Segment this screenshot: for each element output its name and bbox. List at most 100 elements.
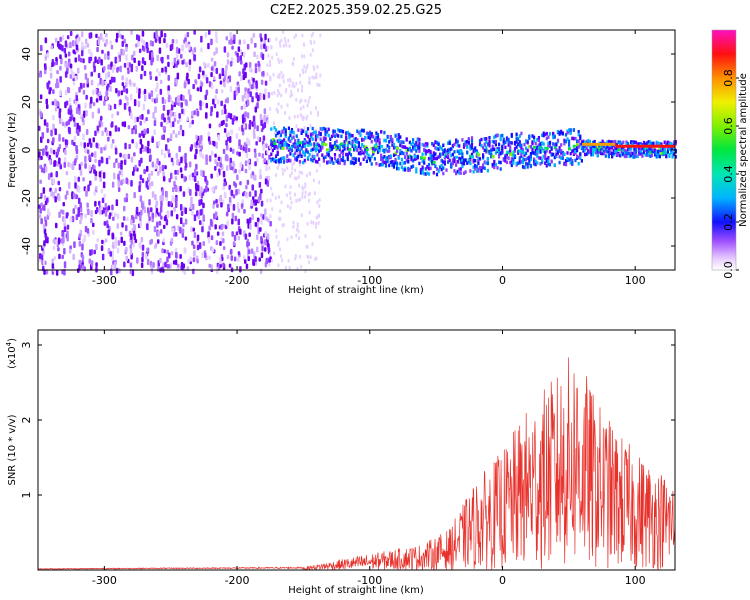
band-cell [429, 157, 432, 161]
noise-cell [232, 194, 236, 199]
noise-cell [244, 191, 247, 196]
noise-cell [160, 30, 163, 38]
band-cell [421, 170, 424, 175]
noise-cell [314, 257, 317, 262]
band-cell [386, 135, 389, 139]
band-cell [585, 146, 588, 151]
noise-cell [85, 129, 89, 135]
band-cell [367, 135, 370, 140]
band-cell [585, 152, 588, 156]
noise-cell [176, 267, 179, 272]
noise-cell [208, 123, 212, 129]
noise-cell [248, 123, 251, 130]
noise-cell [159, 229, 163, 234]
noise-cell [213, 61, 217, 67]
band-cell [432, 171, 435, 175]
band-cell [413, 144, 416, 149]
band-cell [584, 152, 587, 157]
band-cell [327, 151, 330, 155]
band-cell [319, 137, 322, 142]
noise-cell [232, 241, 236, 246]
band-cell [431, 159, 434, 164]
noise-cell [286, 103, 289, 108]
band-cell [548, 150, 552, 154]
noise-cell [311, 75, 314, 80]
noise-cell [94, 56, 97, 63]
noise-cell [82, 238, 85, 244]
band-cell [423, 161, 426, 165]
noise-cell [263, 114, 266, 122]
noise-cell [156, 93, 159, 99]
noise-cell [295, 81, 298, 86]
band-cell [459, 157, 462, 161]
noise-cell [146, 128, 149, 134]
band-cell [270, 142, 273, 147]
noise-cell [90, 51, 93, 57]
band-cell [321, 140, 324, 145]
noise-cell [209, 111, 213, 117]
band-cell [553, 163, 556, 168]
noise-cell [216, 203, 219, 208]
band-cell [542, 154, 545, 159]
band-cell [421, 159, 424, 164]
band-cell [426, 171, 429, 176]
band-cell [310, 132, 313, 137]
band-cell [287, 126, 290, 130]
noise-cell [49, 147, 53, 154]
band-cell [528, 136, 531, 140]
band-core-cell [324, 143, 328, 147]
band-cell [413, 157, 416, 161]
noise-cell [51, 263, 55, 269]
noise-cell [80, 161, 83, 166]
noise-cell [174, 176, 178, 181]
noise-cell [247, 88, 250, 94]
band-cell [369, 157, 372, 161]
noise-cell [50, 45, 53, 50]
noise-cell [213, 51, 216, 56]
band-cell [566, 131, 569, 135]
band-core-cell [335, 146, 339, 150]
band-cell [310, 148, 313, 153]
band-cell [552, 152, 555, 157]
noise-cell [39, 207, 42, 214]
noise-cell [77, 54, 81, 62]
band-core-cell [405, 148, 409, 152]
noise-cell [195, 140, 199, 146]
noise-cell [273, 251, 276, 256]
band-cell [580, 159, 583, 163]
noise-cell [99, 32, 103, 40]
noise-cell [244, 87, 247, 92]
noise-cell [95, 262, 98, 267]
band-cell [470, 146, 474, 150]
band-cell [502, 139, 505, 144]
noise-cell [268, 154, 271, 160]
band-cell [384, 139, 388, 143]
noise-cell [267, 92, 271, 99]
noise-cell [222, 238, 225, 244]
noise-cell [58, 187, 62, 192]
band-cell [657, 142, 660, 146]
band-cell [674, 155, 677, 159]
noise-cell [266, 233, 270, 240]
band-cell [569, 151, 572, 156]
band-cell [619, 153, 622, 158]
band-cell [335, 139, 338, 144]
noise-cell [156, 54, 159, 62]
band-cell [283, 138, 286, 142]
band-cell [421, 165, 424, 169]
band-core-cell [539, 146, 543, 150]
noise-cell [163, 33, 167, 38]
band-cell [580, 145, 583, 149]
band-cell [370, 154, 373, 159]
band-cell [542, 131, 545, 135]
noise-cell [64, 53, 68, 58]
noise-cell [133, 99, 137, 107]
noise-cell [123, 159, 127, 166]
band-cell [337, 134, 340, 138]
noise-cell [196, 258, 199, 264]
band-cell [351, 134, 354, 138]
band-cell [622, 152, 625, 156]
band-core-cell [662, 151, 665, 155]
band-cell [461, 161, 464, 165]
band-cell [381, 158, 384, 163]
